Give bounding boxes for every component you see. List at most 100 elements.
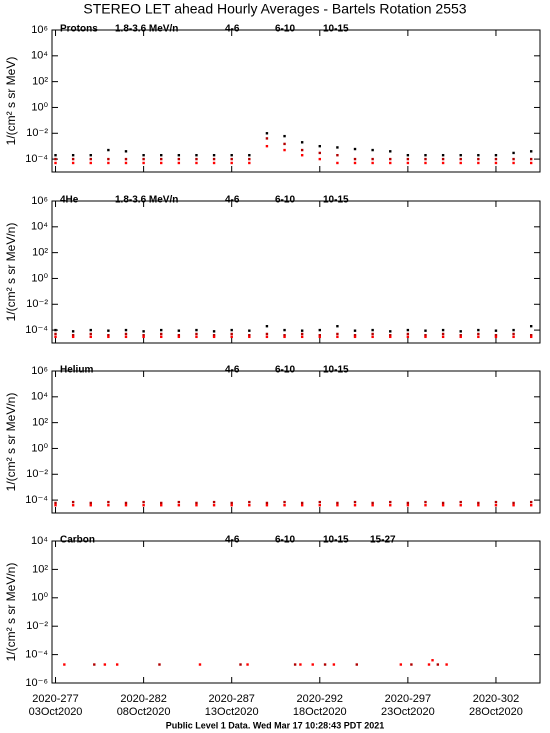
data-point <box>424 334 427 337</box>
data-point <box>239 663 242 666</box>
data-point <box>160 504 163 507</box>
data-point <box>441 504 445 507</box>
data-point <box>177 335 181 339</box>
data-point <box>410 663 413 666</box>
y-tick-label: 10⁰ <box>31 272 48 284</box>
data-point <box>512 161 515 165</box>
data-point <box>160 161 163 165</box>
data-point <box>283 500 286 504</box>
x-tick-date: 28Oct2020 <box>469 706 523 718</box>
data-point <box>160 335 163 339</box>
data-point <box>336 335 339 339</box>
data-point <box>441 328 445 332</box>
data-point <box>265 332 269 336</box>
data-point <box>230 335 233 339</box>
data-point <box>212 334 216 337</box>
data-point <box>212 504 216 507</box>
data-point <box>389 334 392 337</box>
data-point <box>389 157 392 161</box>
data-point <box>71 504 75 507</box>
data-point <box>71 330 75 333</box>
data-point <box>406 332 410 336</box>
data-point <box>107 329 110 332</box>
data-point <box>212 335 216 339</box>
data-point <box>177 504 181 507</box>
data-point <box>195 332 198 336</box>
y-tick-label: 10² <box>32 247 48 259</box>
data-point <box>336 501 339 505</box>
data-point <box>89 154 92 157</box>
data-point <box>336 161 339 165</box>
data-point <box>494 334 498 337</box>
data-point <box>230 154 233 157</box>
data-point <box>494 161 498 165</box>
data-point <box>323 663 327 666</box>
data-point <box>424 504 427 507</box>
y-tick-label: 10⁰ <box>31 442 48 454</box>
data-point <box>371 501 374 505</box>
data-point <box>431 659 434 662</box>
data-point <box>529 161 533 165</box>
data-point <box>107 161 110 165</box>
data-point <box>371 328 374 332</box>
data-point <box>103 663 107 666</box>
data-point <box>477 504 480 507</box>
x-tick-date: 18Oct2020 <box>293 706 347 718</box>
data-point <box>265 501 269 505</box>
y-tick-label: 10⁻⁶ <box>25 677 48 689</box>
y-axis-label: 1/(cm² s sr MeV) <box>4 57 18 146</box>
data-point <box>265 335 269 339</box>
data-point <box>494 157 498 161</box>
data-point <box>445 663 448 666</box>
data-point <box>300 501 304 505</box>
x-tick-label: 2020-292 <box>297 693 344 705</box>
data-point <box>93 663 96 666</box>
data-point <box>246 663 249 666</box>
data-point <box>389 330 392 333</box>
y-tick-label: 10⁴ <box>31 391 48 403</box>
data-point <box>54 157 57 161</box>
x-tick-date: 23Oct2020 <box>381 706 435 718</box>
data-point <box>371 504 374 507</box>
data-point <box>389 504 392 507</box>
data-point <box>195 157 198 161</box>
y-tick-label: 10⁴ <box>31 535 48 547</box>
y-axis-label: 1/(cm² s sr MeV/n) <box>4 563 18 662</box>
data-point <box>512 151 515 155</box>
legend-entry: 4-6 <box>225 365 240 376</box>
data-point <box>71 500 75 504</box>
data-point <box>494 335 498 339</box>
legend-entry: 4-6 <box>225 535 240 546</box>
data-point <box>441 161 445 165</box>
data-point <box>195 501 198 505</box>
data-point <box>230 328 233 332</box>
data-point <box>158 663 161 666</box>
data-point <box>265 137 269 140</box>
data-point <box>353 161 357 165</box>
data-point <box>477 332 480 336</box>
data-point <box>494 504 498 507</box>
y-tick-label: 10⁶ <box>31 195 48 207</box>
data-point <box>124 157 128 161</box>
data-point <box>283 148 286 152</box>
x-tick-label: 2020-287 <box>208 693 255 705</box>
data-point <box>427 663 431 666</box>
data-point <box>115 663 119 666</box>
panel-label: Helium <box>60 365 93 376</box>
data-point <box>124 335 128 339</box>
y-tick-label: 10⁶ <box>31 365 48 377</box>
data-point <box>124 501 128 505</box>
data-point <box>248 334 251 337</box>
data-point <box>124 150 128 153</box>
y-tick-label: 10⁻⁴ <box>25 649 48 661</box>
data-point <box>54 504 57 507</box>
data-point <box>230 501 233 505</box>
data-point <box>529 335 533 339</box>
y-tick-label: 10⁶ <box>31 24 48 36</box>
data-point <box>230 504 233 507</box>
data-point <box>212 161 216 165</box>
data-point <box>406 161 410 165</box>
data-point <box>248 161 251 165</box>
data-point <box>318 328 321 332</box>
data-point <box>177 157 181 161</box>
